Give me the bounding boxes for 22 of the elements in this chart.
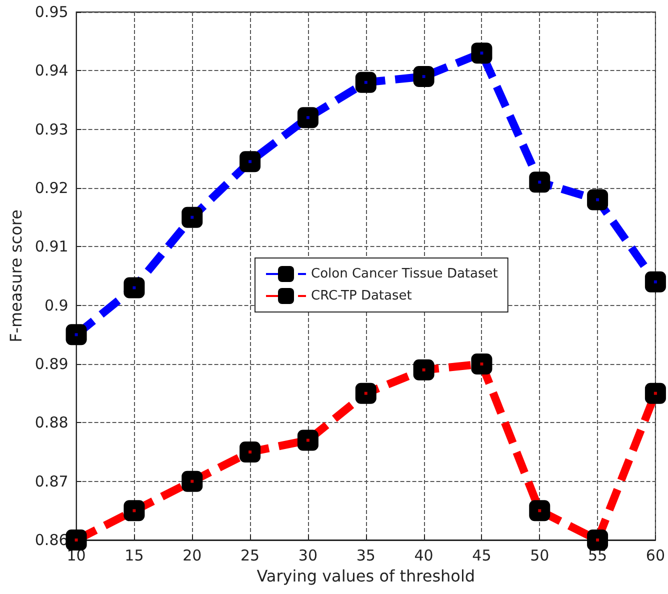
x-tick-label: 35	[356, 546, 376, 564]
y-tick-label: 0.89	[34, 355, 68, 373]
x-tick-label: 15	[124, 546, 144, 564]
x-tick-label: 25	[240, 546, 260, 564]
y-tick-label: 0.88	[34, 414, 68, 432]
y-tick-label: 0.94	[34, 62, 68, 80]
x-tick-label: 40	[414, 546, 434, 564]
legend-label: CRC-TP Dataset	[311, 288, 412, 304]
x-tick-label: 30	[298, 546, 318, 564]
y-axis-title: F-measure score	[6, 210, 26, 342]
y-tick-label: 0.92	[34, 179, 68, 197]
y-tick-label: 0.9	[44, 296, 68, 314]
y-tick-label: 0.91	[34, 238, 68, 256]
y-tick-label: 0.95	[34, 3, 68, 21]
legend-label: Colon Cancer Tissue Dataset	[311, 266, 498, 282]
x-tick-label: 60	[646, 546, 666, 564]
x-axis-title: Varying values of threshold	[256, 566, 476, 586]
x-tick-label: 50	[530, 546, 550, 564]
x-tick-label: 45	[472, 546, 492, 564]
y-tick-label: 0.87	[34, 472, 68, 490]
x-tick-label: 20	[182, 546, 202, 564]
y-tick-label: 0.93	[34, 120, 68, 138]
